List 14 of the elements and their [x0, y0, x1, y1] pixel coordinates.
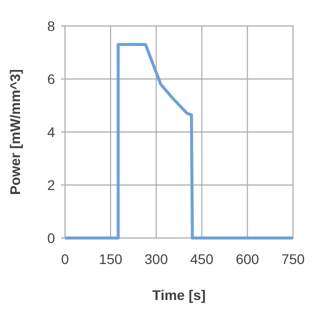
x-tick-label: 300 [144, 251, 168, 267]
x-tick-label: 750 [281, 251, 305, 267]
y-axis-title: Power [mW/mm^3] [7, 69, 23, 195]
y-tick-label: 4 [47, 124, 56, 140]
y-tick-label: 6 [47, 70, 56, 87]
x-tick-label: 150 [98, 251, 122, 267]
x-tick-label: 600 [236, 251, 260, 267]
line-series [64, 43, 294, 240]
y-tick-label: 8 [47, 18, 56, 34]
y-tick-label: 2 [47, 176, 56, 193]
x-tick-label: 0 [61, 251, 70, 267]
y-tick-label: 0 [47, 230, 56, 246]
x-axis-title: Time [s] [152, 287, 206, 303]
x-tick-label: 450 [190, 251, 214, 267]
